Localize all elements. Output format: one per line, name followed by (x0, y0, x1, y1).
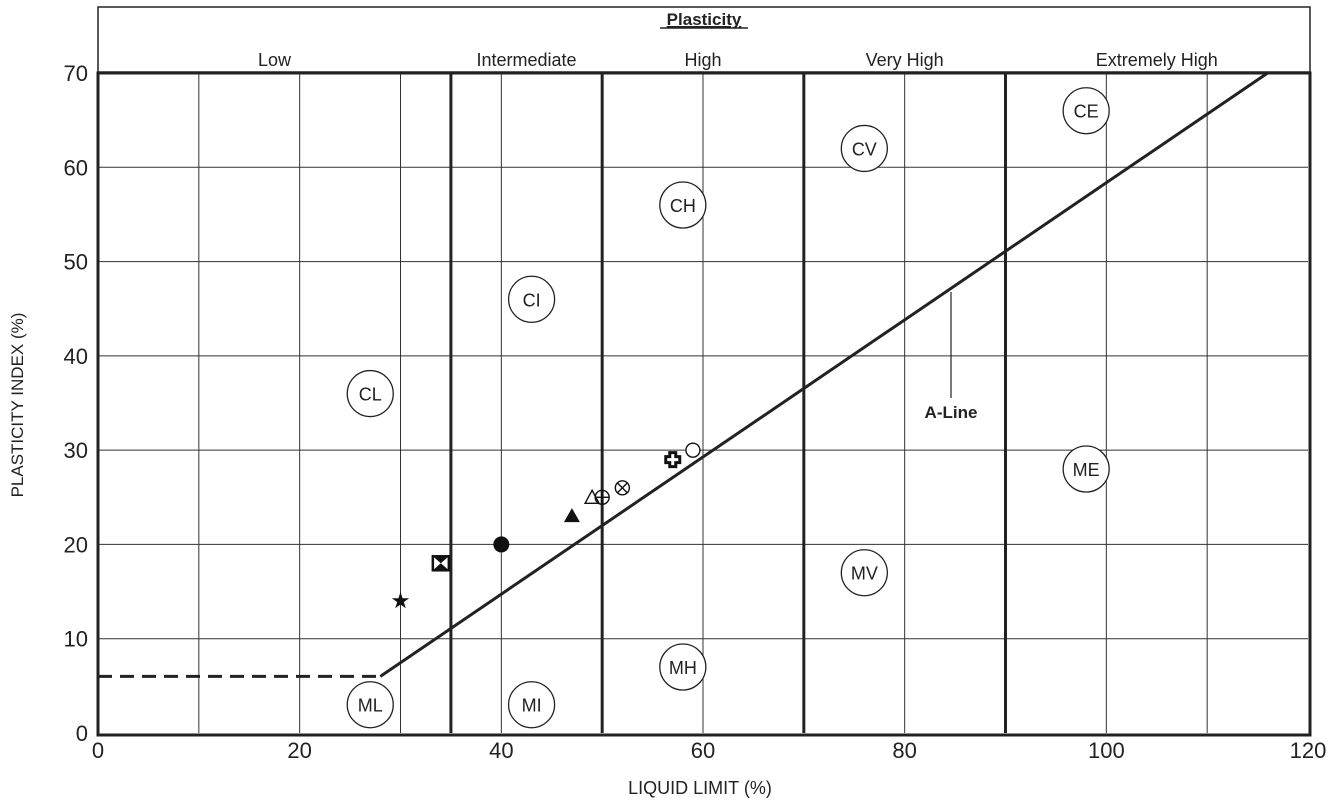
range-label-high: High (684, 50, 721, 70)
zone-mv: MV (840, 549, 888, 597)
zone-circle (1062, 445, 1110, 493)
zone-circle (659, 643, 707, 691)
filled-triangle-marker (563, 508, 580, 523)
zone-circle (840, 124, 888, 173)
zone-ml: ML (346, 681, 394, 729)
data-point-filled-triangle (563, 508, 580, 523)
zone-label: MI (522, 696, 542, 716)
zone-mi: MI (507, 681, 556, 729)
zone-me: ME (1062, 445, 1110, 493)
zone-label: CI (523, 290, 541, 310)
x-tick-label: 100 (1088, 738, 1125, 763)
zone-circle (346, 369, 394, 418)
zone-circle (1062, 87, 1110, 135)
hourglass-fill (432, 556, 449, 571)
x-tick-label: 0 (92, 738, 104, 763)
zone-label: ML (358, 696, 383, 716)
zone-ch: CH (659, 181, 707, 229)
x-tick-label: 120 (1290, 738, 1327, 763)
zone-label: CH (670, 196, 696, 216)
data-point-circle-plus (594, 489, 610, 505)
chart-title: Plasticity (667, 10, 742, 29)
y-tick-label: 20 (64, 532, 88, 557)
open-circle-marker (685, 442, 701, 458)
zone-ci: CI (507, 275, 556, 323)
range-label-extremely-high: Extremely High (1096, 50, 1218, 70)
plot-frame (96, 71, 1312, 737)
zone-label: CV (852, 139, 877, 159)
filled-circle-marker (493, 536, 510, 553)
zone-label: CE (1074, 102, 1099, 122)
range-label-low: Low (258, 50, 292, 70)
zone-ce: CE (1062, 87, 1110, 135)
x-tick-label: 60 (691, 738, 715, 763)
zone-label: MV (851, 564, 878, 584)
zone-circle (840, 549, 888, 597)
a-line-label: A-Line (925, 403, 978, 422)
a-line-solid (379, 71, 1269, 678)
zone-circle (659, 181, 707, 229)
zone-circle (507, 275, 556, 323)
y-tick-label: 10 (64, 627, 88, 652)
zone-cv: CV (840, 124, 888, 173)
y-tick-label: 70 (64, 61, 88, 86)
data-point-hourglass-square (431, 555, 451, 572)
zone-label: ME (1073, 460, 1100, 480)
x-tick-label: 80 (892, 738, 916, 763)
y-tick-label: 0 (76, 721, 88, 746)
zone-circle (346, 681, 394, 729)
data-point-bold-cross (664, 451, 682, 469)
range-label-very-high: Very High (866, 50, 944, 70)
y-tick-label: 40 (64, 344, 88, 369)
data-point-open-circle (685, 442, 701, 458)
zone-label: MH (669, 658, 697, 678)
data-point-circle-x (614, 480, 631, 496)
circle-x-b (616, 482, 628, 494)
star-marker (391, 592, 410, 609)
x-tick-label: 40 (489, 738, 513, 763)
zone-cl: CL (346, 369, 394, 418)
bold-cross-marker (664, 451, 682, 469)
y-tick-label: 60 (64, 155, 88, 180)
zone-label: CL (359, 385, 382, 405)
zone-mh: MH (659, 643, 707, 691)
y-tick-label: 50 (64, 250, 88, 275)
x-tick-label: 20 (287, 738, 311, 763)
circle-x-ring (614, 480, 631, 496)
zone-circle (507, 681, 556, 729)
y-axis-label: PLASTICITY INDEX (%) (8, 313, 27, 498)
x-axis-label: LIQUID LIMIT (%) (628, 778, 772, 798)
data-point-star (391, 592, 410, 609)
y-tick-label: 30 (64, 438, 88, 463)
data-point-filled-circle (493, 536, 510, 553)
range-label-intermediate: Intermediate (477, 50, 577, 70)
